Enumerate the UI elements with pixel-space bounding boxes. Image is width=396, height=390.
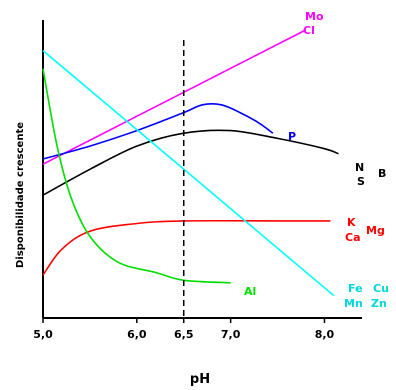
label-cl: Cl xyxy=(303,24,315,37)
y-axis-title: Disponibilidade crescente xyxy=(15,122,26,268)
x-tick-label: 8,0 xyxy=(315,328,335,341)
label-k: K xyxy=(347,216,356,229)
label-ca: Ca xyxy=(345,231,361,244)
label-zn: Zn xyxy=(371,297,387,310)
series-line-n-s-b xyxy=(42,129,339,196)
x-tick-label: 7,0 xyxy=(221,328,241,341)
series-layer xyxy=(42,29,339,297)
label-p: P xyxy=(288,130,296,143)
x-axis-title: pH xyxy=(190,372,210,387)
label-cu: Cu xyxy=(373,282,389,295)
x-tick-label: 6,0 xyxy=(127,328,147,341)
label-s: S xyxy=(357,175,365,188)
series-line-al xyxy=(42,68,231,284)
series-line-p xyxy=(42,103,274,160)
series-line-fe-cu-mn-zn xyxy=(42,49,335,297)
x-ticks: 5,0 6,0 6,5 7,0 8,0 xyxy=(33,318,335,341)
label-fe: Fe xyxy=(348,282,363,295)
label-b: B xyxy=(378,167,386,180)
series-line-k-ca-mg xyxy=(42,219,331,276)
label-al: Al xyxy=(244,285,256,298)
label-mo: Mo xyxy=(305,10,324,23)
x-tick-label: 6,5 xyxy=(174,328,194,341)
label-mg: Mg xyxy=(366,224,385,237)
series-line-mo-cl xyxy=(42,29,307,165)
label-mn: Mn xyxy=(344,297,363,310)
x-tick-label: 5,0 xyxy=(33,328,53,341)
label-n: N xyxy=(355,161,364,174)
